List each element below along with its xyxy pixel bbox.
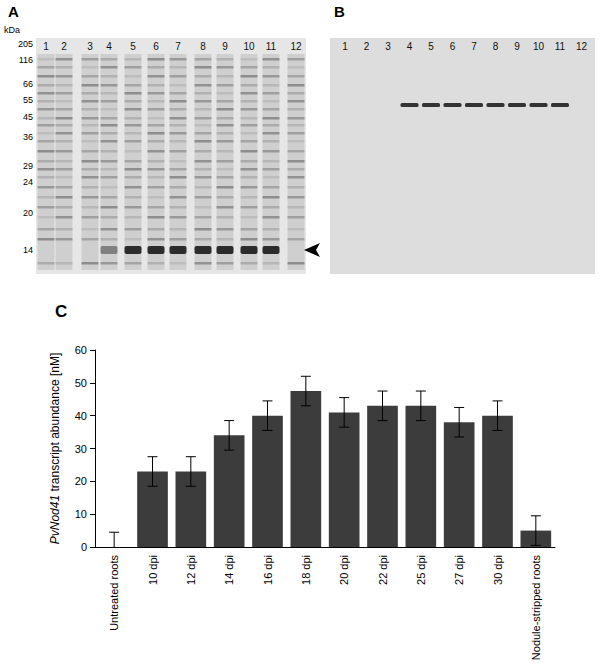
svg-text:27 dpi: 27 dpi [453,555,465,585]
svg-text:5: 5 [130,41,136,52]
svg-text:10: 10 [75,508,87,520]
svg-text:PvNod41: PvNod41 [48,495,62,544]
svg-text:18 dpi: 18 dpi [300,555,312,585]
svg-text:20 dpi: 20 dpi [338,555,350,585]
svg-text:4: 4 [106,41,112,52]
svg-text:66: 66 [23,79,33,89]
svg-text:10: 10 [243,41,255,52]
svg-text:30 dpi: 30 dpi [492,555,504,585]
svg-text:14 dpi: 14 dpi [223,555,235,585]
svg-text:2: 2 [61,41,67,52]
svg-text:9: 9 [222,41,228,52]
svg-text:Nodule-stripped roots: Nodule-stripped roots [530,555,542,661]
svg-text:12: 12 [290,41,302,52]
svg-text:116: 116 [19,55,33,65]
svg-text:55: 55 [23,95,33,105]
svg-text:10: 10 [533,41,545,52]
svg-text:45: 45 [23,112,33,122]
svg-text:12: 12 [576,41,588,52]
svg-text:36: 36 [23,132,33,142]
svg-text:Untreated roots: Untreated roots [108,555,120,631]
svg-text:2: 2 [364,41,370,52]
svg-text:30: 30 [75,443,87,455]
svg-text:205: 205 [18,39,33,49]
svg-text:1: 1 [342,41,348,52]
svg-text:C: C [55,302,67,321]
svg-text:22 dpi: 22 dpi [377,555,389,585]
svg-text:20: 20 [23,208,33,218]
svg-text:11: 11 [266,41,277,52]
svg-text:7: 7 [175,41,181,52]
svg-text:kDa: kDa [4,25,20,35]
svg-text:9: 9 [514,41,520,52]
svg-text:A: A [8,3,19,20]
svg-text:14: 14 [23,245,33,255]
svg-text:7: 7 [471,41,477,52]
svg-text:60: 60 [75,344,87,356]
svg-text:11: 11 [555,41,566,52]
svg-text:6: 6 [153,41,159,52]
svg-text:B: B [334,3,345,20]
svg-text:1: 1 [43,41,49,52]
svg-text:29: 29 [23,161,33,171]
svg-text:20: 20 [75,475,87,487]
svg-text:4: 4 [407,41,413,52]
svg-text:3: 3 [87,41,93,52]
svg-text:10 dpi: 10 dpi [147,555,159,585]
svg-text:12 dpi: 12 dpi [185,555,197,585]
svg-text:8: 8 [493,41,499,52]
svg-text:8: 8 [200,41,206,52]
svg-text:50: 50 [75,377,87,389]
svg-text:6: 6 [450,41,456,52]
svg-text:transcript abundance [nM]: transcript abundance [nM] [48,353,62,495]
svg-text:16 dpi: 16 dpi [262,555,274,585]
svg-text:3: 3 [385,41,391,52]
svg-text:0: 0 [81,541,87,553]
svg-text:40: 40 [75,410,87,422]
svg-text:25 dpi: 25 dpi [415,555,427,585]
svg-text:24: 24 [23,177,33,187]
svg-text:5: 5 [428,41,434,52]
